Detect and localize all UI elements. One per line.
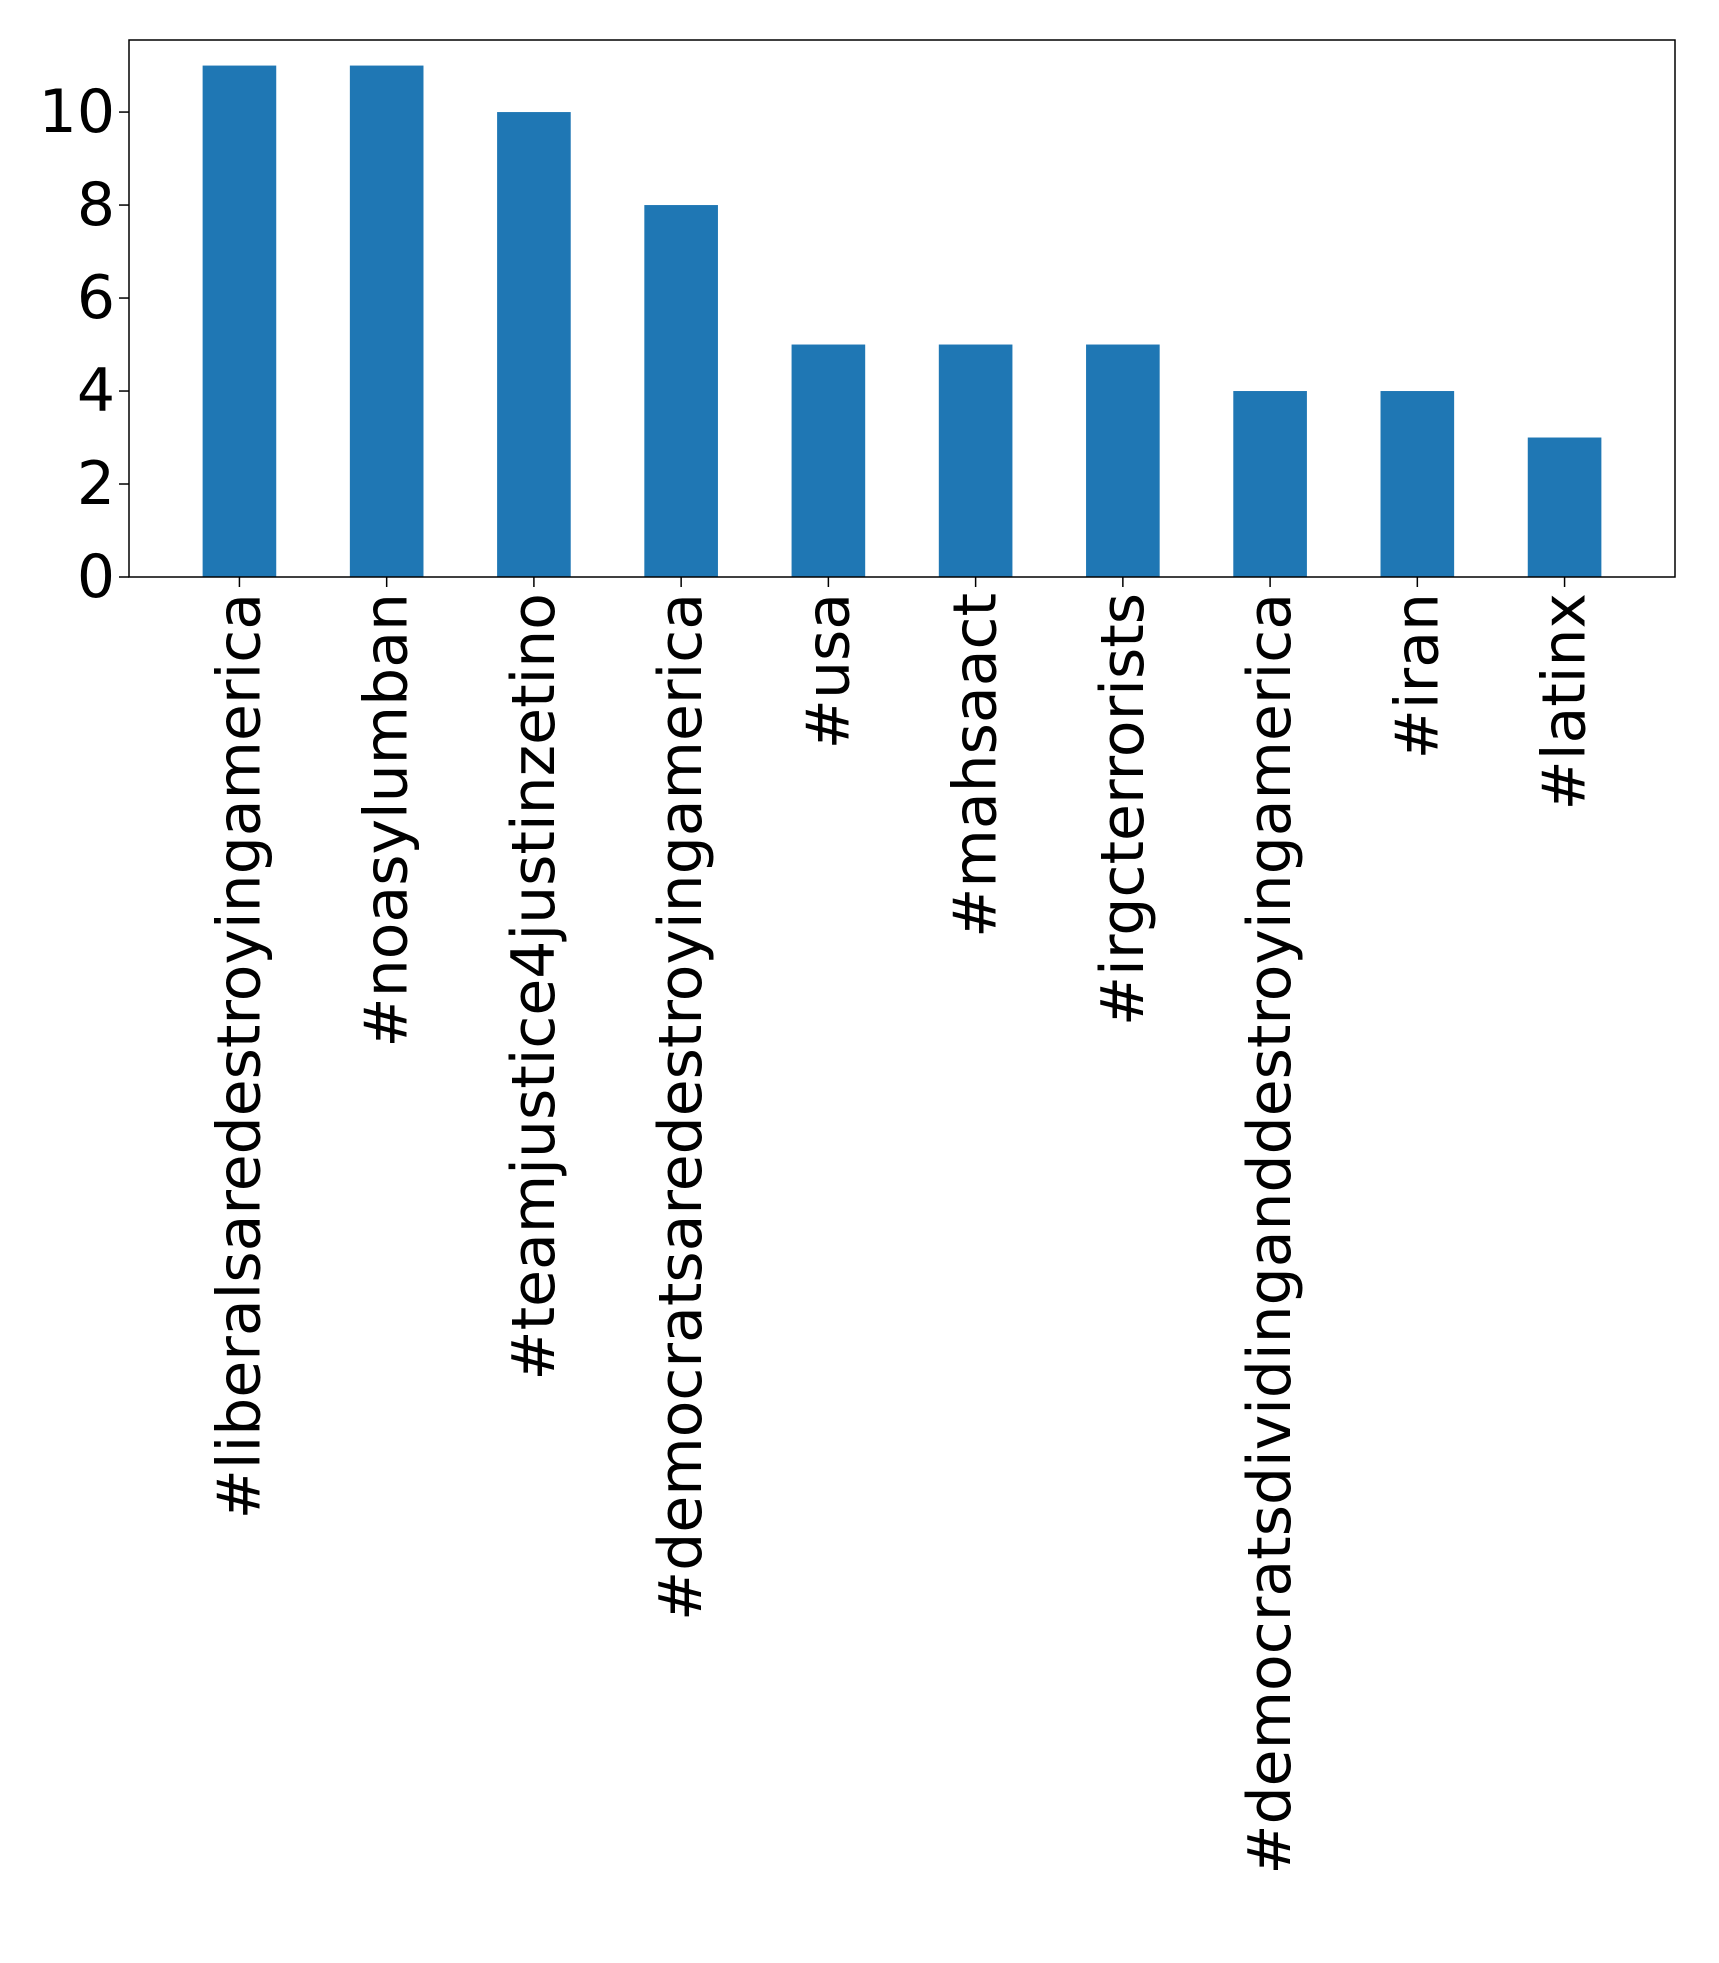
bar-irgcterrorists bbox=[1086, 344, 1160, 577]
bars-group bbox=[202, 65, 1602, 578]
x-tick-label: #teamjustice4justinzetino bbox=[499, 593, 569, 1381]
y-tick-label: 10 bbox=[39, 77, 115, 147]
bar-teamjustice4justinzetino bbox=[497, 112, 571, 577]
bar-democratsdividinganddestroyingamerica bbox=[1233, 391, 1307, 577]
x-tick-label: #iran bbox=[1382, 593, 1452, 759]
y-tick-label: 6 bbox=[77, 263, 115, 333]
y-tick-label: 8 bbox=[77, 170, 115, 240]
x-tick-label: #mahsaact bbox=[941, 593, 1011, 938]
x-tick-label: #democratsaredestroyingamerica bbox=[646, 593, 716, 1621]
x-axis-ticks: #liberalsaredestroyingamerica #noasylumba… bbox=[204, 577, 1600, 1875]
x-tick-label: #democratsdividinganddestroyingamerica bbox=[1235, 593, 1305, 1875]
x-tick-label: #liberalsaredestroyingamerica bbox=[204, 593, 274, 1519]
y-tick-label: 4 bbox=[77, 356, 115, 426]
bar-noasylumban bbox=[349, 65, 424, 577]
bar-usa bbox=[791, 344, 866, 577]
y-tick-label: 0 bbox=[77, 542, 115, 612]
plot-area-frame bbox=[128, 39, 1676, 578]
bar-liberalsaredestroyingamerica bbox=[202, 65, 277, 577]
x-tick-label: #noasylumban bbox=[352, 593, 422, 1048]
bar-iran bbox=[1380, 391, 1455, 577]
x-tick-label: #irgcterrorists bbox=[1088, 593, 1158, 1026]
bar-latinx bbox=[1527, 437, 1602, 577]
y-axis-ticks: 0 2 4 6 8 10 bbox=[39, 77, 129, 612]
x-tick-label: #usa bbox=[793, 593, 863, 749]
bar-mahsaact bbox=[938, 344, 1013, 577]
y-tick-label: 2 bbox=[77, 449, 115, 519]
x-tick-label: #latinx bbox=[1530, 593, 1600, 810]
bar-democratsaredestroyingamerica bbox=[644, 205, 718, 578]
